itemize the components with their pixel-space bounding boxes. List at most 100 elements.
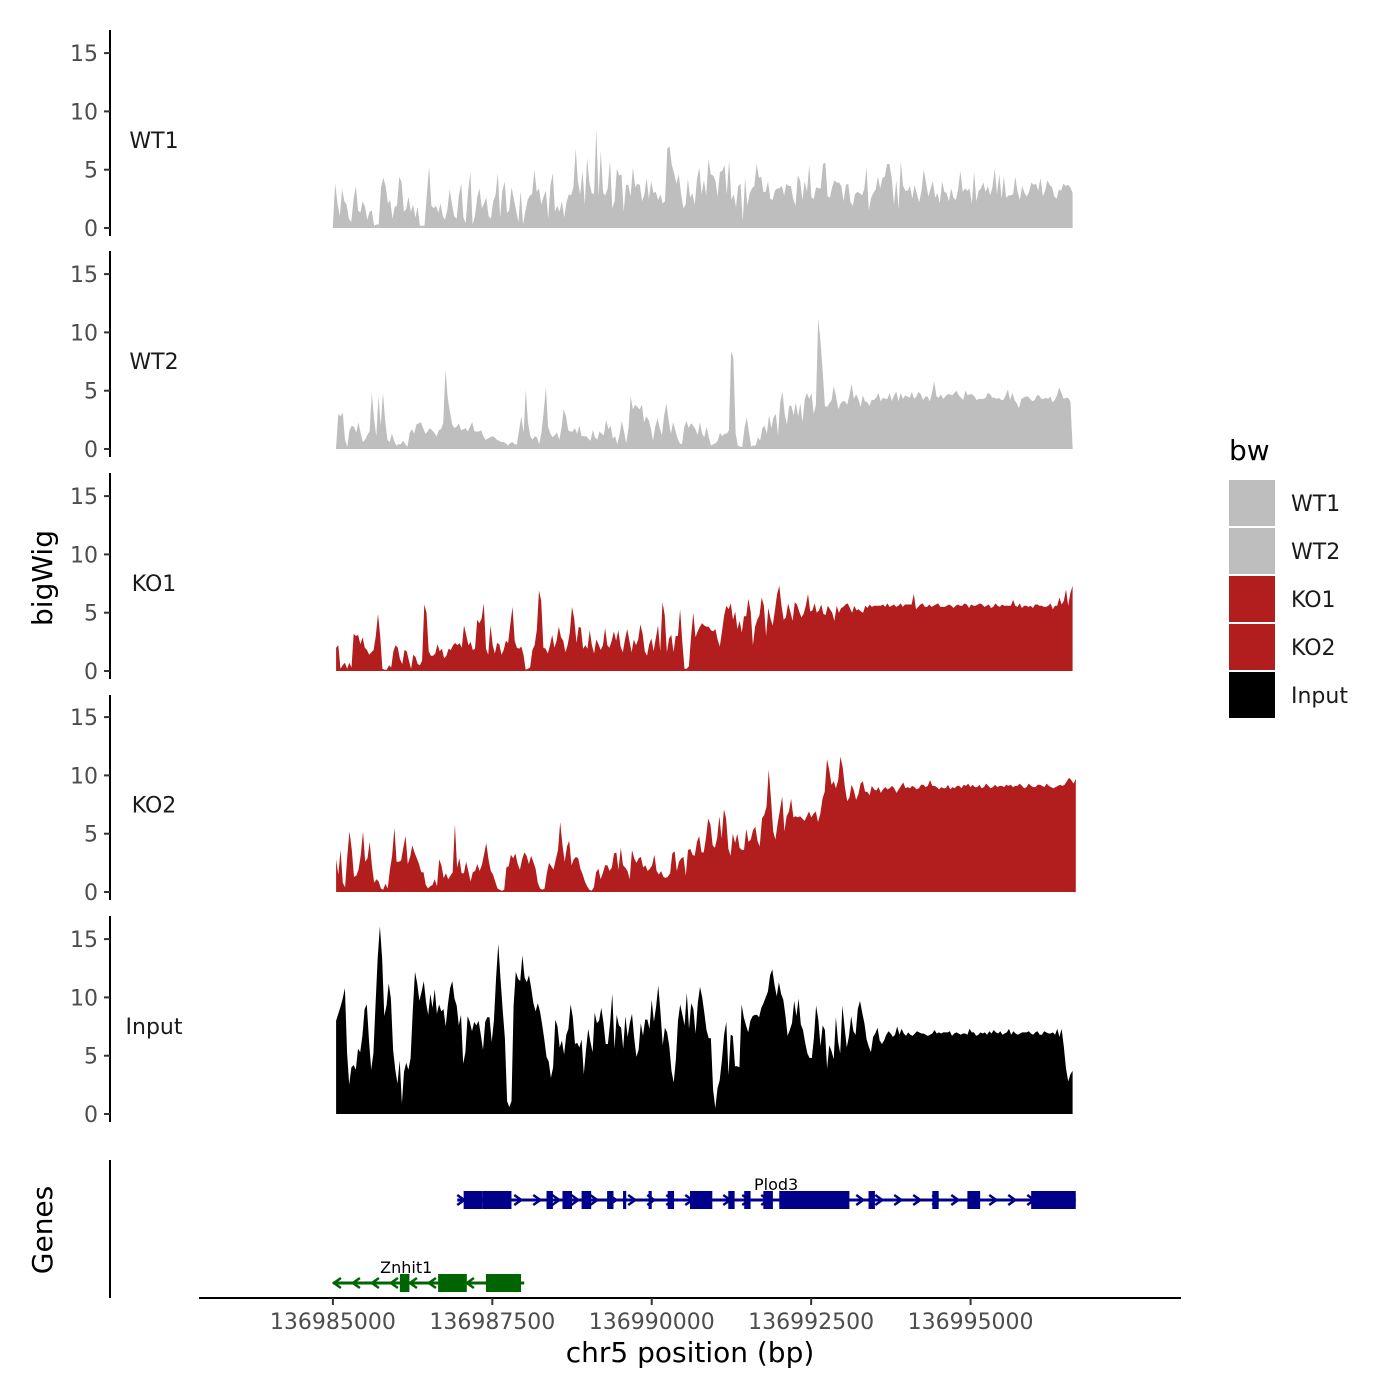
y-tick-label: 0 — [84, 1103, 98, 1128]
exon — [779, 1191, 850, 1209]
y-tick-label: 10 — [70, 764, 98, 789]
track-ko1: 0 5 10 15 KO1 — [70, 473, 1073, 685]
y-tick-label: 5 — [84, 1045, 98, 1070]
track-label-ko1: KO1 — [132, 572, 177, 597]
exon — [690, 1191, 713, 1209]
strand-arrow — [331, 1276, 342, 1290]
x-axis: chr5 position (bp) 136985000 136987500 136… — [199, 1297, 1181, 1369]
gene-track: Plod3 Znhit1 — [109, 1160, 1076, 1298]
y-tick-label: 15 — [70, 928, 98, 953]
x-tick-label: 136987500 — [429, 1310, 555, 1335]
y-tick-label: 15 — [70, 42, 98, 67]
gene-znhit1: Znhit1 — [331, 1258, 525, 1292]
y-tick-label: 5 — [84, 159, 98, 184]
legend: bw WT1 WT2 KO1 KO2 Input — [1229, 434, 1348, 718]
strand-arrow — [350, 1276, 361, 1290]
legend-swatch-ko2 — [1229, 624, 1275, 670]
strand-arrow — [407, 1276, 418, 1290]
y-tick-label: 15 — [70, 706, 98, 731]
strand-arrow — [874, 1193, 885, 1207]
coverage-tracks: 0 5 10 15 WT1 0 5 10 15 WT2 0 5 10 15 KO1 0 5 10 15 KO2 0 5 10… — [70, 30, 1076, 1128]
x-axis-title: chr5 position (bp) — [566, 1336, 815, 1369]
legend-label-wt1: WT1 — [1291, 492, 1340, 517]
track-wt1: 0 5 10 15 WT1 — [70, 30, 1073, 242]
coverage-area-wt2 — [336, 318, 1073, 449]
exon — [562, 1191, 573, 1209]
gene-plod3: Plod3 — [456, 1175, 1076, 1209]
exon — [482, 1191, 512, 1209]
y-tick-label: 0 — [84, 438, 98, 463]
strand-arrow — [627, 1193, 638, 1207]
y-tick-label: 10 — [70, 321, 98, 346]
coverage-area-ko1 — [336, 585, 1073, 671]
y-tick-label: 0 — [84, 881, 98, 906]
track-ko2: 0 5 10 15 KO2 — [70, 695, 1076, 906]
legend-label-ko1: KO1 — [1291, 588, 1336, 613]
x-tick-label: 136990000 — [589, 1310, 715, 1335]
legend-swatch-wt1 — [1229, 480, 1275, 526]
strand-arrow — [464, 1276, 475, 1290]
exon — [967, 1191, 981, 1209]
y-tick-label: 5 — [84, 602, 98, 627]
gene-label-plod3: Plod3 — [754, 1175, 798, 1194]
x-tick-label: 136985000 — [270, 1310, 396, 1335]
track-label-wt1: WT1 — [129, 129, 178, 154]
strand-arrow — [912, 1193, 923, 1207]
strand-arrow — [369, 1276, 380, 1290]
exon — [607, 1191, 614, 1209]
y-tick-label: 5 — [84, 823, 98, 848]
legend-swatch-wt2 — [1229, 528, 1275, 574]
strand-arrow — [988, 1193, 999, 1207]
strand-arrow — [426, 1276, 437, 1290]
legend-swatch-input — [1229, 672, 1275, 718]
strand-arrow — [551, 1193, 562, 1207]
y-tick-label: 5 — [84, 380, 98, 405]
track-input: 0 5 10 15 Input — [70, 916, 1073, 1128]
y-tick-label: 10 — [70, 100, 98, 125]
strand-arrow — [570, 1193, 581, 1207]
legend-label-input: Input — [1291, 684, 1348, 709]
exon — [763, 1191, 773, 1209]
exon — [546, 1191, 553, 1209]
gene-label-znhit1: Znhit1 — [380, 1258, 432, 1277]
strand-arrow — [532, 1193, 543, 1207]
legend-title: bw — [1229, 434, 1270, 467]
y-tick-label: 15 — [70, 485, 98, 510]
x-tick-label: 136995000 — [908, 1310, 1034, 1335]
track-wt2: 0 5 10 15 WT2 — [70, 251, 1073, 463]
track-label-ko2: KO2 — [132, 794, 177, 819]
exon — [485, 1274, 522, 1292]
y-tick-label: 0 — [84, 660, 98, 685]
y-axis-title-bigwig: bigWig — [26, 530, 59, 626]
legend-swatch-ko1 — [1229, 576, 1275, 622]
exon — [648, 1191, 652, 1209]
exon — [868, 1191, 875, 1209]
exon — [667, 1191, 675, 1209]
track-label-input: Input — [126, 1015, 183, 1040]
legend-label-wt2: WT2 — [1291, 540, 1340, 565]
coverage-area-wt1 — [332, 128, 1073, 228]
strand-arrow — [893, 1193, 904, 1207]
strand-arrow — [589, 1193, 600, 1207]
exon — [623, 1191, 627, 1209]
strand-arrow — [855, 1193, 866, 1207]
y-tick-label: 0 — [84, 217, 98, 242]
exon — [744, 1191, 751, 1209]
strand-arrow — [1007, 1193, 1018, 1207]
exon — [581, 1191, 592, 1209]
exon — [728, 1191, 735, 1209]
exon — [1031, 1191, 1076, 1209]
strand-arrow — [950, 1193, 961, 1207]
exon — [932, 1191, 939, 1209]
exon — [438, 1274, 467, 1292]
track-label-wt2: WT2 — [129, 350, 178, 375]
strand-arrow — [388, 1276, 399, 1290]
y-axis-title-genes: Genes — [26, 1186, 59, 1274]
y-tick-label: 10 — [70, 543, 98, 568]
y-tick-label: 15 — [70, 263, 98, 288]
exon — [463, 1191, 483, 1209]
legend-label-ko2: KO2 — [1291, 636, 1336, 661]
x-tick-label: 136992500 — [748, 1310, 874, 1335]
strand-arrow — [513, 1193, 524, 1207]
